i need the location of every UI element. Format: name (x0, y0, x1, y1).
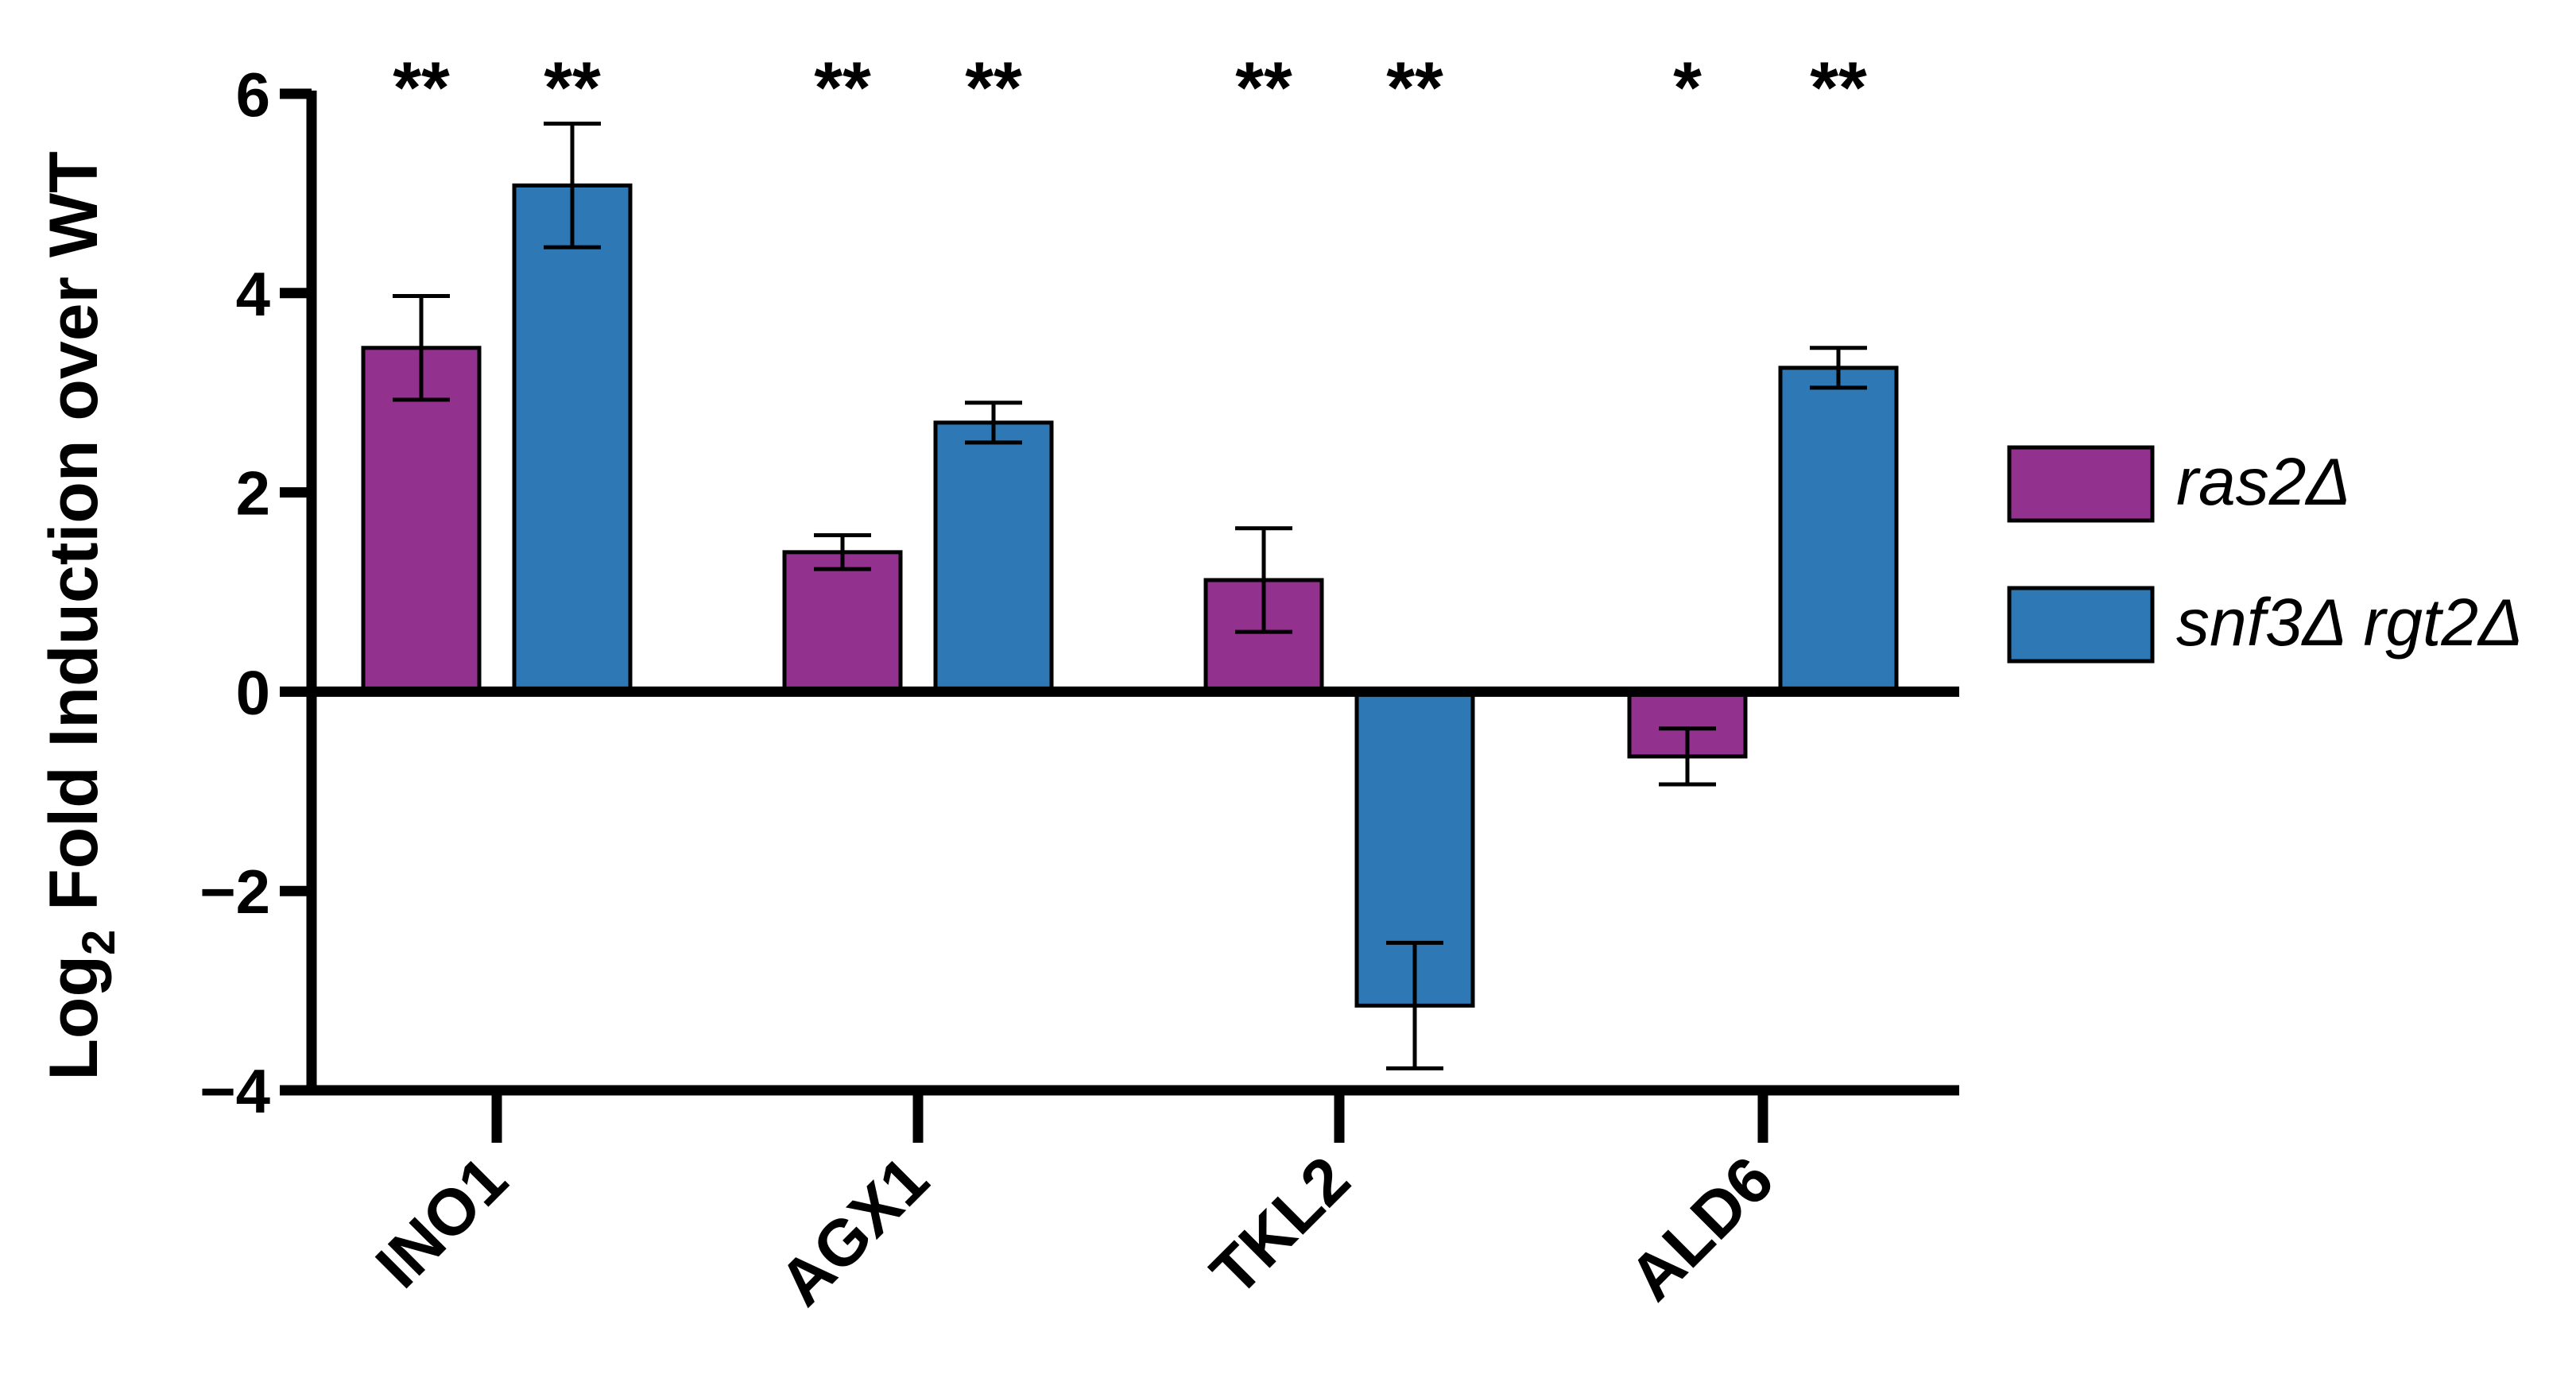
bar-snf3-rgt2-ald6 (1778, 366, 1899, 694)
bar-ras2-ino1 (361, 346, 482, 694)
bars-layer (361, 183, 1899, 1008)
legend: ras2Δ snf3Δ rgt2Δ (2007, 444, 2523, 664)
significance-marker: ** (544, 48, 601, 129)
y-tick-label: −4 (199, 1056, 270, 1126)
y-tick-label: 0 (236, 657, 270, 727)
significance-marker: ** (965, 48, 1022, 129)
y-axis-title-main: Log (36, 955, 112, 1081)
significance-marker: ** (814, 48, 871, 129)
x-tick-label-tkl2: TKL2 (1197, 1143, 1363, 1309)
y-tick-label: 4 (236, 259, 270, 329)
y-axis-title-subscript: 2 (73, 930, 125, 955)
significance-marker: ** (393, 48, 450, 129)
y-axis-title: Log2 Fold Induction over WT (36, 151, 125, 1080)
legend-swatch-ras2 (2007, 445, 2155, 523)
significance-marker: ** (1810, 48, 1867, 129)
bar-snf3-rgt2-ino1 (512, 183, 633, 694)
x-tick-label-ald6: ALD6 (1616, 1143, 1788, 1314)
y-axis-title-rest: Fold Induction over WT (36, 151, 112, 929)
y-tick-label: 6 (236, 60, 270, 130)
y-tick-label: −2 (199, 857, 270, 927)
legend-swatch-snf3-rgt2 (2007, 586, 2155, 664)
error-bars-layer (393, 122, 1867, 1070)
x-tick-label-agx1: AGX1 (765, 1143, 942, 1319)
legend-label-snf3-rgt2: snf3Δ rgt2Δ (2176, 585, 2523, 660)
significance-marker: * (1673, 48, 1702, 129)
legend-label-ras2: ras2Δ (2176, 444, 2351, 519)
significance-marker: ** (1235, 48, 1292, 129)
bar-snf3-rgt2-agx1 (933, 420, 1054, 694)
significance-marker: ** (1386, 48, 1443, 129)
x-tick-label-ino1: INO1 (362, 1143, 521, 1302)
y-tick-label: 2 (236, 459, 270, 528)
bar-ras2-agx1 (782, 550, 903, 694)
axes-layer (280, 88, 1959, 1143)
